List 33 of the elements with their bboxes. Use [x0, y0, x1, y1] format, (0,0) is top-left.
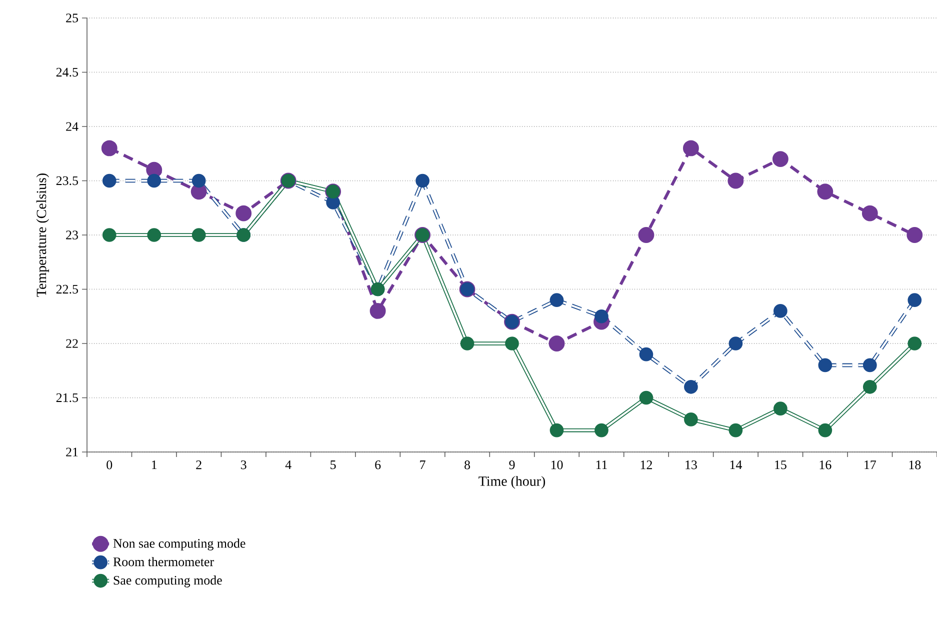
y-tick-label: 21 — [66, 448, 78, 456]
x-tick-label: 16 — [820, 460, 832, 470]
x-tick-label: 6 — [375, 460, 381, 470]
x-tick-label: 18 — [909, 460, 921, 470]
y-tick-label: 25 — [66, 14, 78, 22]
x-tick-label: 15 — [775, 460, 786, 470]
y-tick-label: 22 — [66, 339, 78, 348]
x-axis-title: Time (hour) — [478, 476, 546, 489]
x-tick-label: 14 — [730, 460, 742, 470]
x-tick-label: 8 — [464, 460, 470, 470]
legend-label: Non sae computing mode — [113, 538, 246, 550]
x-tick-label: 4 — [285, 460, 292, 470]
x-tick-label: 5 — [330, 460, 336, 470]
y-axis-title: Temperature (Celsius) — [36, 174, 49, 297]
y-tick-label: 22.5 — [56, 284, 78, 294]
x-tick-label: 13 — [686, 460, 697, 470]
legend-label: Room thermometer — [113, 557, 214, 566]
y-tick-label: 24.5 — [56, 68, 78, 77]
legend-label: Sae computing mode — [114, 576, 222, 588]
x-tick-label: 12 — [640, 460, 652, 470]
x-tick-label: 2 — [196, 460, 202, 470]
x-tick-label: 7 — [420, 460, 426, 469]
x-tick-label: 10 — [551, 460, 563, 470]
y-tick-label: 23 — [66, 230, 78, 240]
y-tick-label: 23.5 — [56, 176, 78, 186]
x-tick-label: 1 — [152, 460, 157, 470]
y-tick-label: 21.5 — [56, 393, 78, 402]
x-tick-label: 0 — [106, 460, 112, 470]
x-tick-label: 9 — [509, 460, 515, 470]
x-tick-label: 3 — [240, 460, 246, 470]
x-tick-label: 17 — [864, 460, 876, 470]
x-tick-label: 11 — [596, 460, 607, 470]
y-tick-label: 24 — [66, 122, 78, 131]
